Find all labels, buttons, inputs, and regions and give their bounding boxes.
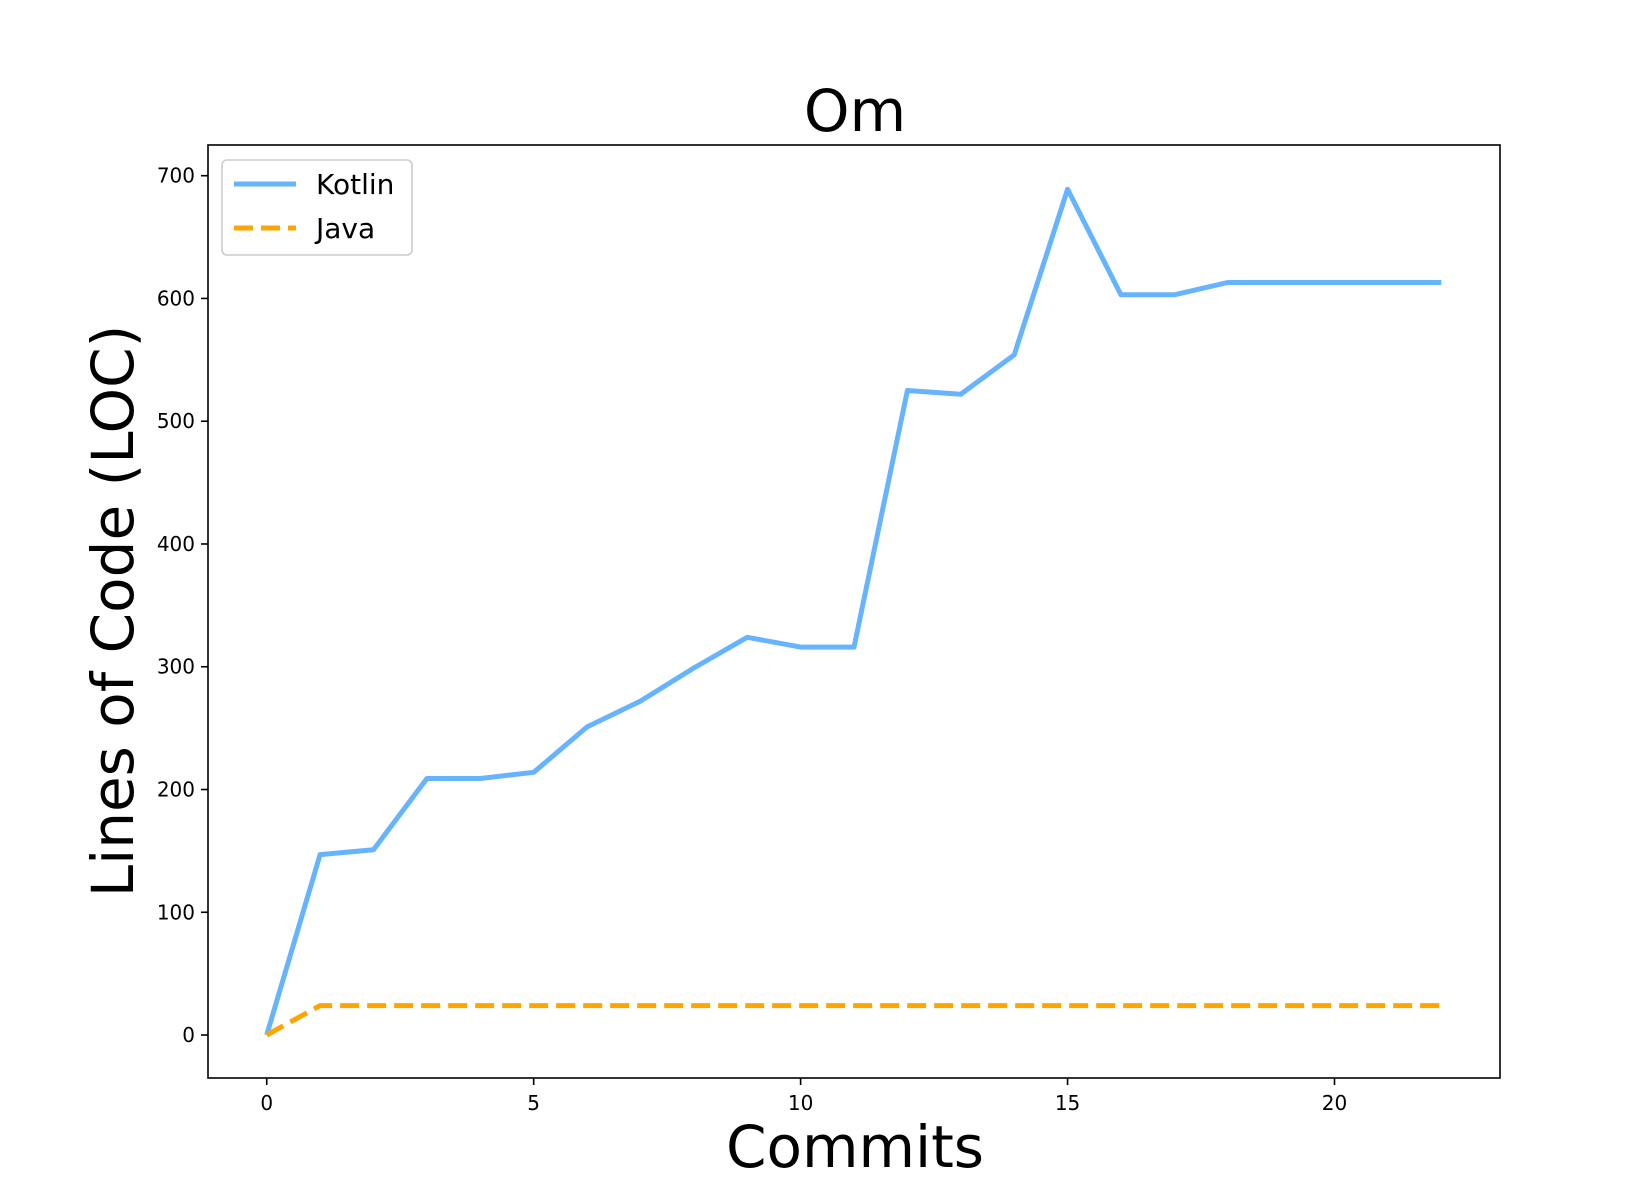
y-tick-label: 300: [157, 655, 195, 679]
plot-frame: [207, 144, 1501, 1079]
y-tick-label: 200: [157, 778, 195, 802]
y-axis: 0 100 200 300 400 500 600 700: [157, 164, 208, 1047]
y-tick-label: 0: [182, 1023, 195, 1047]
y-tick-label: 400: [157, 532, 195, 556]
y-tick-label: 500: [157, 409, 195, 433]
x-tick-label: 10: [788, 1091, 813, 1115]
plot-area: [207, 144, 1501, 1079]
legend-label-kotlin: Kotlin: [316, 168, 394, 201]
x-axis: 0 5 10 15 20: [260, 1078, 1347, 1115]
x-tick-label: 0: [260, 1091, 273, 1115]
y-axis-label: Lines of Code (LOC): [79, 325, 147, 897]
y-tick-label: 600: [157, 286, 195, 310]
y-tick-label: 100: [157, 900, 195, 924]
series-line-kotlin: [264, 186, 1442, 1036]
y-tick-label: 700: [157, 164, 195, 188]
series-line-java: [265, 1003, 1442, 1038]
x-tick-label: 20: [1322, 1091, 1347, 1115]
x-axis-label: Commits: [726, 1113, 984, 1181]
chart-title: Om: [804, 77, 906, 145]
x-tick-label: 5: [527, 1091, 540, 1115]
legend-label-java: Java: [314, 212, 375, 245]
legend: Kotlin Java: [221, 159, 413, 256]
x-tick-label: 15: [1055, 1091, 1080, 1115]
